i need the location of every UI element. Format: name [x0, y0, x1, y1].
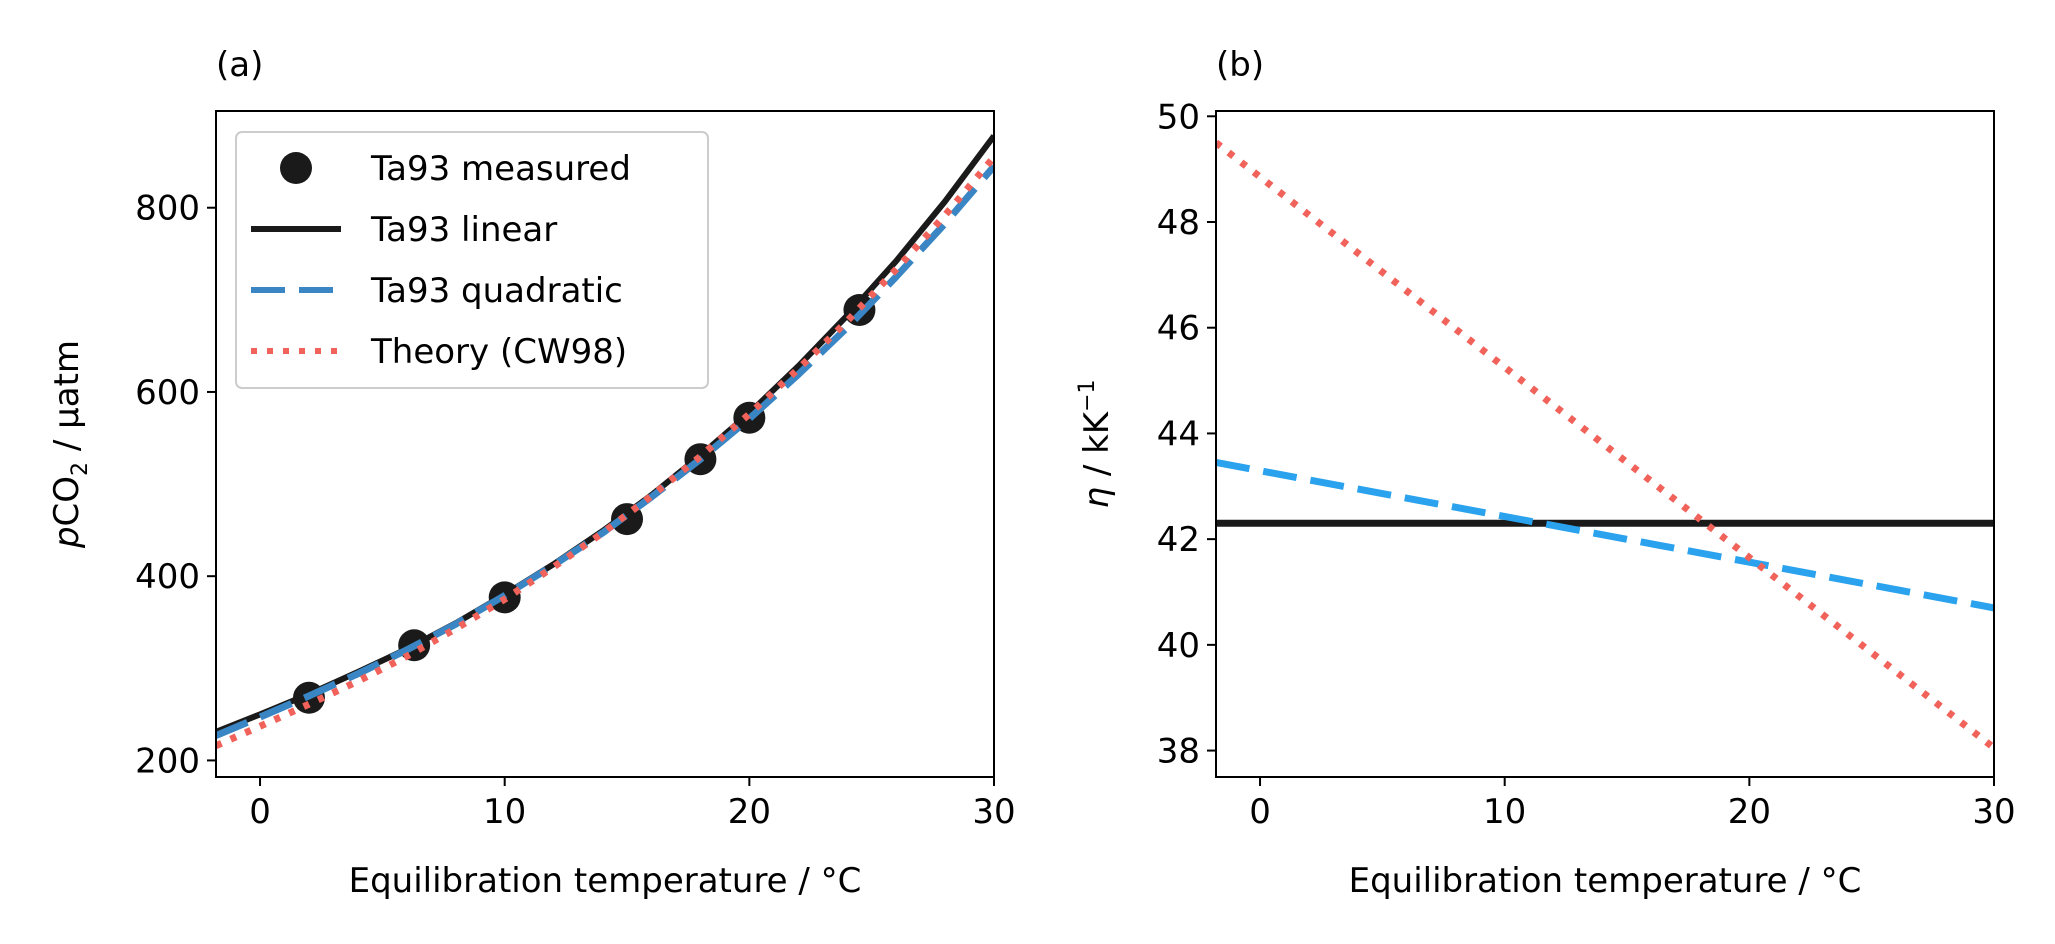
panel-a-y-ticks: 200 400 600 800 — [135, 189, 216, 781]
b-y-tick-label-3: 44 — [1157, 414, 1200, 454]
b-x-tick-label-1: 10 — [1483, 792, 1526, 832]
panel-b-y-label-unit: / kK — [1077, 410, 1117, 487]
panel-b-frame — [1215, 110, 1995, 778]
panel-a-y-label-unit: / µatm — [47, 340, 87, 462]
panel-b-y-axis-label: η / kK−1 — [1075, 379, 1117, 508]
panel-a: (a) 0 10 20 30 200 400 600 800 Equilibration t… — [47, 45, 1016, 901]
panel-b-y-label-italic: η — [1077, 487, 1117, 509]
panel-b-plot-area — [1216, 139, 1994, 751]
panel-a-y-label-subscript: 2 — [68, 462, 93, 476]
legend-label-3: Theory (CW98) — [370, 332, 627, 372]
a-x-tick-label-1: 10 — [483, 792, 526, 832]
b-x-tick-label-3: 30 — [1972, 792, 2015, 832]
legend-label-2: Ta93 quadratic — [370, 271, 623, 311]
a-y-tick-label-3: 800 — [135, 189, 200, 229]
legend-marker-0 — [280, 152, 312, 184]
b-x-tick-label-0: 0 — [1249, 792, 1271, 832]
panel-a-legend: Ta93 measured Ta93 linear Ta93 quadratic Th… — [235, 131, 709, 389]
panel-b-y-label-superscript: −1 — [1075, 379, 1100, 411]
panel-b-y-ticks: 38 40 42 44 46 48 50 — [1157, 97, 1216, 772]
b-y-tick-label-4: 46 — [1157, 309, 1200, 349]
panel-a-label: (a) — [216, 45, 263, 85]
panel-a-frame — [215, 110, 995, 778]
b-series-line-1 — [1216, 459, 1994, 612]
b-series-line-2 — [1216, 139, 1994, 751]
panel-a-y-axis-label: pCO2 / µatm — [47, 340, 93, 549]
panel-a-plot-area — [216, 134, 994, 749]
a-y-tick-label-1: 400 — [135, 557, 200, 597]
panel-a-x-axis-label: Equilibration temperature / °C — [349, 861, 862, 901]
a-series-line-2 — [216, 164, 994, 739]
panel-a-x-ticks: 0 10 20 30 — [249, 777, 1016, 832]
panel-b-x-ticks: 0 10 20 30 — [1249, 777, 2016, 832]
b-y-tick-label-1: 40 — [1157, 626, 1200, 666]
b-x-tick-label-2: 20 — [1728, 792, 1771, 832]
panel-a-y-label-italic: p — [47, 526, 87, 549]
panel-b-label: (b) — [1216, 45, 1264, 85]
a-x-tick-label-2: 20 — [728, 792, 771, 832]
b-y-tick-label-6: 50 — [1157, 97, 1200, 137]
a-x-tick-label-3: 30 — [972, 792, 1015, 832]
panel-b: (b) 0 10 20 30 38 40 42 44 46 48 50 Equilibration… — [1075, 45, 2016, 901]
a-y-tick-label-2: 600 — [135, 373, 200, 413]
a-y-tick-label-0: 200 — [135, 741, 200, 781]
b-y-tick-label-0: 38 — [1157, 732, 1200, 772]
b-y-tick-label-2: 42 — [1157, 520, 1200, 560]
panel-b-x-axis-label: Equilibration temperature / °C — [1349, 861, 1862, 901]
a-x-tick-label-0: 0 — [249, 792, 271, 832]
panel-a-y-label-species: CO — [47, 476, 87, 527]
b-y-tick-label-5: 48 — [1157, 203, 1200, 243]
legend-label-0: Ta93 measured — [370, 149, 631, 189]
legend-frame — [235, 131, 709, 389]
legend-label-1: Ta93 linear — [370, 210, 557, 250]
